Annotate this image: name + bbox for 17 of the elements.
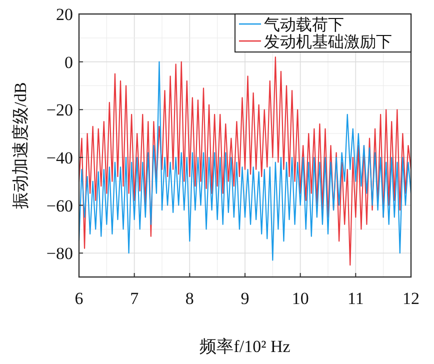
legend-label: 发动机基础激励下	[264, 33, 392, 51]
x-tick-label: 9	[240, 289, 250, 308]
x-tick-label: 7	[130, 289, 140, 308]
y-tick-label: −20	[46, 100, 73, 120]
y-axis-title: 振动加速度级/dB	[11, 82, 30, 209]
y-tick-label: −60	[46, 196, 73, 216]
x-tick-label: 8	[185, 289, 194, 308]
x-tick-label: 11	[347, 289, 364, 308]
x-tick-label: 6	[74, 289, 84, 308]
x-tick-label: 10	[292, 289, 309, 308]
x-tick-label: 12	[402, 289, 420, 308]
y-tick-label: −40	[46, 148, 73, 168]
y-tick-label: 0	[64, 52, 73, 72]
y-tick-label: 20	[56, 5, 73, 24]
x-axis-title: 频率f/10² Hz	[200, 337, 291, 356]
legend-label: 气动载荷下	[264, 16, 344, 34]
y-tick-label: −80	[46, 244, 73, 264]
